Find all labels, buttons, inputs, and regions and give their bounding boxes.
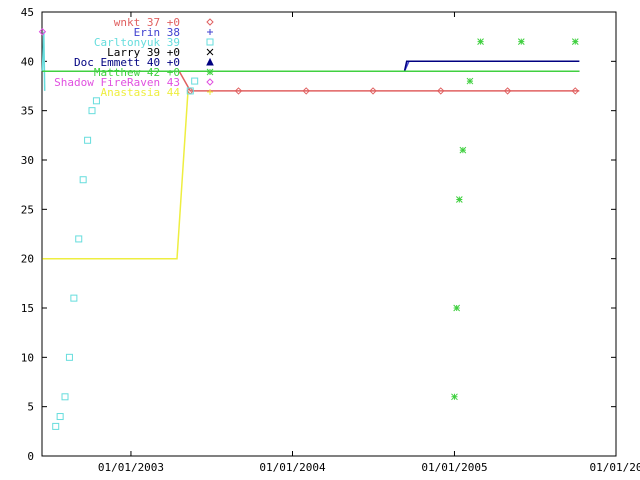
data-point-marker [234,87,243,95]
y-tick-label: 45 [21,6,34,19]
data-point-marker [75,235,83,243]
axes: 0 5 10 15 20 25 30 35 40 45 01/01/2003 01/01/2004 01… [21,6,640,474]
data-point-marker [477,38,484,45]
data-point-marker [517,38,525,45]
y-tick-label: 0 [27,450,34,463]
data-point-marker [52,422,60,430]
data-point-marker [466,77,474,85]
plot-frame [41,11,617,457]
data-point-marker [70,294,78,302]
legend-entry-label: Erin 38 [134,26,180,39]
legend-entry-label: Larry 39 +0 [107,46,180,59]
x-tick-label: 01/01/2005 [421,461,487,474]
data-point-marker [207,29,213,35]
data-point-marker [503,87,512,95]
y-tick-label: 10 [21,351,34,364]
y-tick-label: 15 [21,302,34,315]
legend-entry-label: Shadow FireRaven 43 [54,76,180,89]
x-tick-label: 01/01/20 [590,461,640,474]
legend-entry-label: Doc Emmett 40 +0 [74,56,180,69]
data-point-marker [38,28,47,36]
data-point-marker [437,87,445,95]
legend-entry-label: Matthew 42 +0 [94,66,180,79]
y-tick-label: 25 [21,203,34,216]
data-point-marker [65,353,73,361]
data-point-marker [191,77,199,85]
data-point-marker [571,87,579,95]
data-point-marker [451,393,458,401]
data-point-marker [206,57,214,66]
data-point-marker [206,38,214,46]
data-point-marker [88,107,96,115]
legend-entry-label: Anastasia 44 [101,86,181,99]
data-point-marker [206,18,214,26]
data-point-marker [571,38,579,45]
y-tick-label: 5 [27,401,34,414]
data-point-marker [186,87,194,95]
data-point-marker [207,89,213,95]
data-point-marker [92,97,100,105]
x-tick-label: 01/01/2004 [259,461,326,474]
marker-layer [38,18,579,430]
y-tick-label: 40 [21,55,34,68]
data-point-marker [84,136,92,144]
data-point-marker [56,413,64,421]
data-point-marker [453,304,461,312]
data-point-marker [206,48,214,56]
legend-entry-label: Carltonyuk 39 [94,36,180,49]
y-tick-label: 30 [21,154,34,167]
data-point-marker [459,146,467,154]
data-point-marker [206,68,214,76]
legend-entry-label: wnkt 37 +0 [114,16,180,29]
series-layer [41,31,580,260]
data-point-marker [302,87,310,95]
y-tick-label: 20 [21,253,34,266]
data-point-marker [79,176,87,184]
data-point-marker [455,196,463,203]
data-point-marker [369,87,377,95]
data-point-marker [206,78,214,86]
data-point-marker [61,393,69,401]
y-tick-label: 35 [21,105,34,118]
x-tick-label: 01/01/2003 [98,461,164,474]
series-line-7 [42,90,189,260]
